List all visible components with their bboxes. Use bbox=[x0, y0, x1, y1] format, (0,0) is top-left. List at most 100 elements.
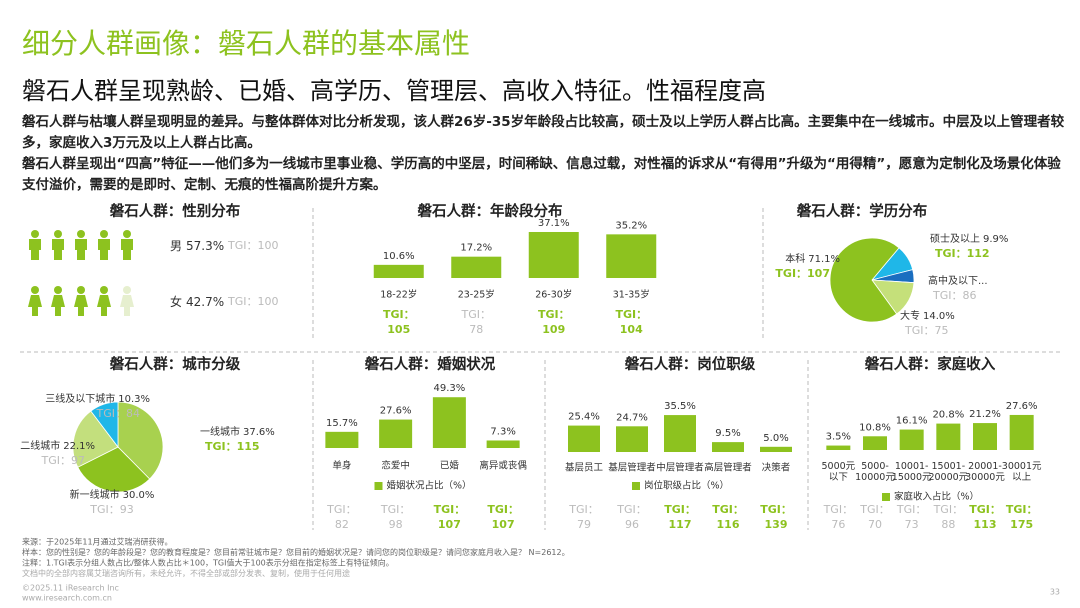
chart-title: 磐石人群：婚姻状况 bbox=[364, 355, 496, 373]
female-icon bbox=[97, 286, 111, 316]
chart-title: 磐石人群：家庭收入 bbox=[864, 355, 996, 373]
paragraph: 磐石人群与枯壤人群呈现明显的差异。与整体群体对比分析发现，该人群26岁-35岁年… bbox=[22, 114, 1065, 151]
value-label: 30.0% bbox=[123, 490, 155, 501]
tgi-label: TGI： bbox=[935, 247, 967, 260]
bar bbox=[451, 256, 502, 278]
tgi-label: TGI： bbox=[461, 308, 492, 321]
chart-title: 磐石人群：年龄段分布 bbox=[417, 202, 563, 220]
tgi-value: 98 bbox=[389, 518, 403, 531]
tgi-value: 117 bbox=[669, 518, 692, 531]
tgi-value: 73 bbox=[905, 518, 919, 531]
male-icon bbox=[98, 230, 110, 260]
tgi-label: TGI： bbox=[383, 308, 415, 321]
tgi-value: 105 bbox=[387, 323, 410, 336]
tgi-label: TGI： bbox=[41, 454, 72, 467]
gender-label: 男 57.3% bbox=[170, 239, 224, 253]
tgi-value: 93 bbox=[120, 503, 134, 516]
value-label: 24.7% bbox=[616, 412, 648, 423]
tgi-label: TGI： bbox=[904, 324, 935, 337]
slice-label: 高中及以下... bbox=[928, 274, 988, 287]
slice-label: 大专 14.0% bbox=[900, 309, 955, 322]
category-label: 5000-10000元 bbox=[855, 461, 895, 483]
value-label: 35.2% bbox=[615, 220, 647, 231]
tgi-label: TGI： bbox=[932, 289, 963, 302]
tgi: TGI：115 bbox=[205, 440, 260, 453]
tgi-label: TGI： bbox=[380, 503, 411, 516]
tgi-label: TGI： bbox=[227, 295, 258, 308]
bar bbox=[373, 264, 424, 278]
category-label: 决策者 bbox=[762, 462, 791, 474]
value-label: 42.7% bbox=[186, 295, 224, 309]
tgi-label: TGI： bbox=[227, 239, 258, 252]
category: 女 bbox=[170, 294, 182, 309]
category-label: 高层管理者 bbox=[704, 462, 752, 474]
tgi-value: 88 bbox=[941, 518, 955, 531]
pie-slice bbox=[117, 401, 164, 480]
tgi-value: 78 bbox=[469, 323, 483, 336]
male-icon bbox=[29, 230, 41, 260]
icon-body bbox=[75, 239, 87, 260]
slice-label: 本科 71.1% bbox=[785, 252, 840, 265]
category-label: 已婚 bbox=[440, 460, 460, 472]
value-label: 35.5% bbox=[664, 401, 696, 412]
icon-body bbox=[98, 239, 110, 260]
icon-head bbox=[100, 230, 108, 238]
icon-head bbox=[100, 286, 108, 294]
slide-title: 细分人群画像：磐石人群的基本属性 bbox=[22, 27, 470, 60]
value-label: 22.1% bbox=[63, 441, 95, 452]
copyright: ©2025.11 iResearch Inc bbox=[22, 584, 119, 593]
bar bbox=[606, 234, 657, 278]
icon-head bbox=[123, 286, 131, 294]
category-label: 离异或丧偶 bbox=[479, 460, 527, 472]
category-label: 31-35岁 bbox=[613, 289, 650, 301]
tgi-value: 104 bbox=[620, 323, 643, 336]
tgi-label: TGI： bbox=[664, 503, 696, 516]
tgi-label: TGI： bbox=[568, 503, 599, 516]
category: 大专 bbox=[900, 309, 920, 322]
bar bbox=[568, 425, 600, 452]
icon-head bbox=[31, 230, 39, 238]
gender-label: 女 42.7% bbox=[170, 294, 224, 309]
chart-title: 磐石人群：城市分级 bbox=[109, 355, 241, 373]
legend-swatch bbox=[374, 482, 383, 490]
tgi-value: 70 bbox=[868, 518, 882, 531]
slide-subtitle: 磐石人群呈现熟龄、已婚、高学历、管理层、高收入特征。性福程度高 bbox=[22, 77, 766, 105]
bar bbox=[973, 423, 997, 450]
category: 新一线城市 bbox=[70, 488, 120, 501]
value-label: 21.2% bbox=[969, 409, 1001, 420]
bar bbox=[616, 426, 648, 452]
category-label: 5000元以下 bbox=[821, 461, 855, 483]
category: 硕士及以上 bbox=[930, 232, 980, 245]
female-icon bbox=[51, 286, 65, 316]
slice-label: 新一线城市 30.0% bbox=[70, 488, 155, 501]
tgi: TGI：107 bbox=[775, 267, 830, 280]
bar bbox=[899, 429, 924, 450]
icon-body bbox=[28, 295, 42, 316]
tgi-value: 107 bbox=[492, 518, 515, 531]
legend-swatch bbox=[632, 482, 640, 490]
tgi-value: 107 bbox=[807, 267, 830, 280]
icon-head bbox=[54, 286, 62, 294]
tgi: TGI：100 bbox=[227, 239, 279, 252]
value-label: 27.6% bbox=[1006, 401, 1038, 412]
value-label: 49.3% bbox=[433, 383, 465, 394]
bar bbox=[432, 397, 466, 448]
tgi-value: 116 bbox=[717, 518, 740, 531]
male-icon bbox=[121, 230, 133, 260]
category-label: 30001元以上 bbox=[1002, 461, 1042, 483]
paragraph: 磐石人群呈现出“四高”特征——他们多为一线城市里事业稳、学历高的中坚层，时间稀缺… bbox=[22, 156, 1061, 193]
legend-label: 岗位职级占比（%） bbox=[644, 480, 729, 492]
tgi-value: 107 bbox=[438, 518, 461, 531]
tgi-label: TGI： bbox=[859, 503, 890, 516]
tgi-label: TGI： bbox=[434, 503, 466, 516]
icon-body bbox=[29, 239, 41, 260]
bar bbox=[826, 445, 851, 450]
tgi-value: 112 bbox=[967, 247, 990, 260]
value-label: 9.9% bbox=[983, 234, 1008, 245]
value-label: 15.7% bbox=[326, 418, 358, 429]
value-label: 71.1% bbox=[808, 254, 840, 265]
bar bbox=[1009, 414, 1034, 450]
tgi-value: 115 bbox=[237, 440, 260, 453]
footnote: 文档中的全部内容属艾瑞咨询所有，未经允许，不得全部或部分发表、复制，使用于任何用… bbox=[22, 568, 350, 578]
